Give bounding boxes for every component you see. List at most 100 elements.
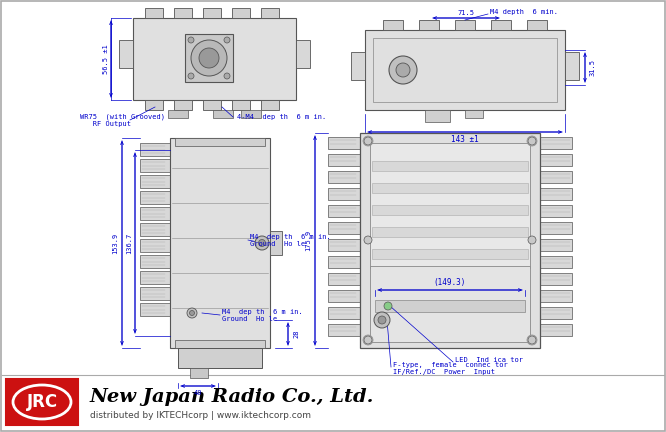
Bar (540, 290, 572, 302)
Circle shape (187, 308, 197, 318)
Circle shape (255, 236, 269, 250)
Bar (375, 300, 525, 312)
Bar (174, 8, 192, 18)
Bar (328, 171, 360, 183)
Bar (351, 52, 365, 80)
Text: 56.5 ±1: 56.5 ±1 (103, 44, 109, 74)
Bar (540, 171, 572, 183)
Circle shape (527, 335, 537, 345)
Bar (241, 110, 261, 118)
Text: 136.7: 136.7 (126, 232, 132, 254)
Bar (372, 205, 528, 215)
Circle shape (188, 73, 194, 79)
Circle shape (258, 239, 266, 247)
Ellipse shape (13, 385, 71, 419)
Bar (328, 205, 360, 217)
Bar (491, 20, 511, 30)
Bar (360, 133, 540, 348)
Bar (140, 303, 170, 316)
Bar (328, 239, 360, 251)
Text: RF Output: RF Output (80, 121, 131, 127)
Circle shape (224, 37, 230, 43)
Bar (540, 188, 572, 200)
Text: 40: 40 (194, 390, 202, 396)
Bar (185, 34, 233, 82)
Bar (145, 8, 163, 18)
Bar (296, 40, 310, 68)
Bar (540, 137, 572, 149)
Bar (372, 249, 528, 259)
Circle shape (528, 336, 536, 344)
Bar (328, 137, 360, 149)
Bar (175, 138, 265, 146)
Bar (140, 207, 170, 220)
Circle shape (389, 56, 417, 84)
Bar (328, 290, 360, 302)
Circle shape (190, 311, 194, 315)
Circle shape (199, 48, 219, 68)
Bar (140, 159, 170, 172)
Bar (419, 20, 439, 30)
Bar (261, 8, 279, 18)
Circle shape (191, 40, 227, 76)
Bar (174, 100, 192, 110)
Circle shape (364, 236, 372, 244)
Text: 4-M4  dep th  6 m in.: 4-M4 dep th 6 m in. (237, 114, 326, 120)
Bar (540, 239, 572, 251)
Bar (372, 183, 528, 193)
Bar (140, 239, 170, 252)
Bar (373, 38, 557, 102)
Text: F-type,  female  connec tor: F-type, female connec tor (393, 362, 507, 368)
Text: 153.9: 153.9 (112, 232, 118, 254)
Circle shape (363, 136, 373, 146)
Bar (203, 100, 221, 110)
Text: JRC: JRC (27, 393, 57, 411)
Text: M4  dep th  6 m in.: M4 dep th 6 m in. (250, 234, 331, 240)
Text: 31.5: 31.5 (590, 58, 596, 76)
Bar (540, 256, 572, 268)
Text: M4 depth  6 min.: M4 depth 6 min. (490, 9, 558, 15)
Bar (540, 222, 572, 234)
Text: 28: 28 (293, 330, 299, 338)
Bar (328, 324, 360, 336)
Circle shape (528, 137, 536, 145)
Bar (383, 20, 403, 30)
Circle shape (363, 335, 373, 345)
Bar (540, 154, 572, 166)
Bar (133, 18, 296, 100)
Bar (119, 40, 133, 68)
Bar (540, 205, 572, 217)
Text: New Japan Radio Co., Ltd.: New Japan Radio Co., Ltd. (90, 388, 374, 406)
Bar (145, 100, 163, 110)
Circle shape (224, 73, 230, 79)
Bar (232, 100, 250, 110)
Bar (261, 100, 279, 110)
Text: M4  dep th  6 m in.: M4 dep th 6 m in. (222, 309, 303, 315)
Bar (203, 8, 221, 18)
Text: distributed by IKTECHcorp | www.iktechcorp.com: distributed by IKTECHcorp | www.iktechco… (90, 412, 311, 420)
Circle shape (396, 63, 410, 77)
Bar (178, 348, 262, 368)
Bar (213, 110, 233, 118)
Circle shape (364, 137, 372, 145)
Circle shape (374, 312, 390, 328)
Bar (540, 273, 572, 285)
Bar (140, 191, 170, 204)
Bar (190, 368, 208, 378)
Bar (175, 340, 265, 348)
Bar (140, 287, 170, 300)
Bar (370, 266, 530, 342)
Bar (328, 307, 360, 319)
Bar (140, 223, 170, 236)
Bar (6, 379, 78, 425)
Bar (425, 110, 450, 122)
Bar (455, 20, 475, 30)
Circle shape (364, 336, 372, 344)
Bar (465, 110, 483, 118)
Bar (168, 110, 188, 118)
Bar (372, 161, 528, 171)
Text: 143 ±1: 143 ±1 (451, 134, 479, 143)
Text: 175.9: 175.9 (305, 230, 311, 251)
Bar (140, 175, 170, 188)
Text: (149.3): (149.3) (434, 279, 466, 288)
